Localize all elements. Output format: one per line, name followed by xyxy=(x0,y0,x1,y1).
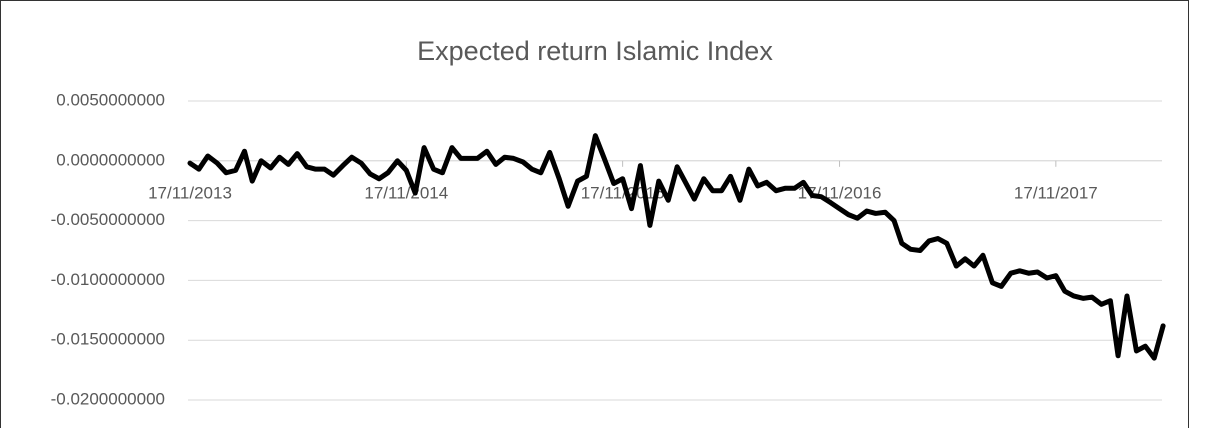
y-tick-label: -0.0100000000 xyxy=(51,270,165,289)
x-tick-label: 17/11/2013 xyxy=(148,183,232,202)
y-tick-label: 0.0050000000 xyxy=(56,90,165,109)
data-line xyxy=(187,133,1166,361)
y-tick-label: -0.0200000000 xyxy=(51,389,165,408)
chart-title: Expected return Islamic Index xyxy=(417,36,773,66)
x-tick-label: 17/11/2014 xyxy=(364,183,448,202)
y-tick-label: 0.0000000000 xyxy=(56,150,165,169)
y-tick-label: -0.0050000000 xyxy=(51,210,165,229)
y-tick-label: -0.0150000000 xyxy=(51,330,165,349)
x-tick-label: 17/11/2017 xyxy=(1014,183,1098,202)
